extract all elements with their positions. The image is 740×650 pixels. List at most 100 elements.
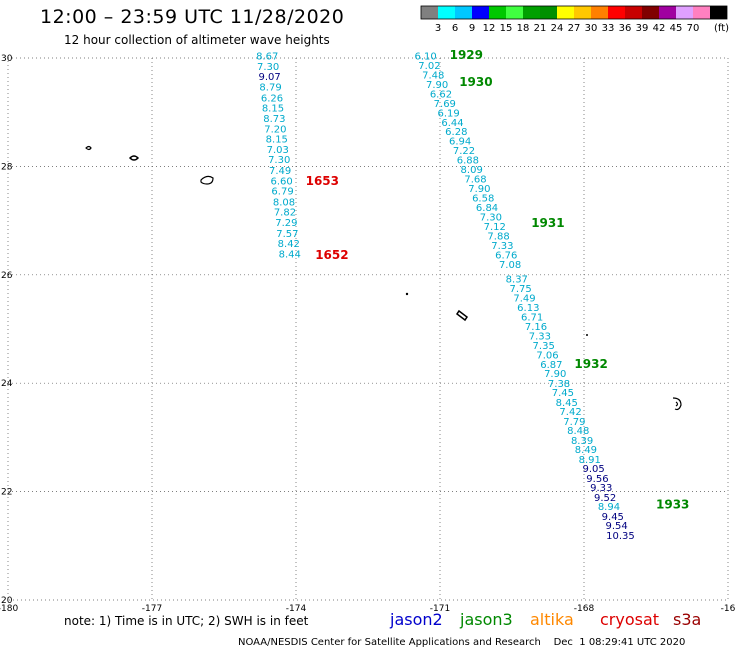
- latitude-tick-label: 26: [1, 271, 13, 281]
- wave-height-label: 6.79: [271, 187, 293, 198]
- pass-time-label: 1652: [315, 248, 348, 262]
- wave-height-label: 7.69: [434, 99, 456, 110]
- color-scale-legend: 3 6 9 12 15 18 21 24 27 30 33 36 39 42 45 70 (ft): [420, 5, 729, 34]
- wave-height-label: 7.42: [559, 407, 581, 418]
- wave-height-label: 7.33: [491, 241, 513, 252]
- wave-height-label: 9.05: [582, 464, 604, 475]
- map-frame: [7, 57, 729, 601]
- wave-height-label: 8.08: [273, 197, 295, 208]
- pass-time-label: 1933: [656, 497, 689, 511]
- wave-height-label: 7.68: [464, 175, 486, 186]
- latitude-tick-label: 30: [1, 54, 13, 64]
- color-scale-label: 42: [653, 23, 666, 34]
- wave-height-label: 6.71: [521, 312, 543, 323]
- wave-height-label: 9.52: [594, 493, 616, 504]
- pass-time-label: 1931: [531, 216, 564, 230]
- wave-height-label: 9.56: [586, 474, 608, 485]
- color-swatch: [472, 6, 489, 19]
- wave-height-label: 7.02: [418, 61, 440, 72]
- wave-height-label: 7.12: [484, 222, 506, 233]
- color-swatch: [438, 6, 455, 19]
- wave-height-label: 7.20: [264, 124, 286, 135]
- longitude-tick-label: -168: [574, 604, 595, 614]
- satellite-legend-s3a: s3a: [673, 610, 701, 629]
- wave-height-label: 7.79: [563, 417, 585, 428]
- island-3: [200, 175, 214, 185]
- wave-height-label: 7.30: [257, 62, 279, 73]
- wave-height-label: 8.79: [259, 83, 281, 94]
- island-1: [85, 145, 92, 151]
- wave-height-label: 6.10: [414, 52, 436, 63]
- color-scale-label: 24: [551, 23, 564, 34]
- satellite-legend-altika: altika: [530, 610, 574, 629]
- wave-height-label: 7.90: [544, 369, 566, 380]
- wave-height-label: 7.06: [536, 350, 558, 361]
- wave-height-label: 8.48: [567, 426, 589, 437]
- wave-height-label: 10.35: [606, 531, 635, 542]
- wave-height-label: 6.28: [445, 127, 467, 138]
- color-scale-label: 36: [619, 23, 632, 34]
- wave-height-label: 7.29: [275, 218, 297, 229]
- wave-height-label: 9.54: [606, 521, 628, 532]
- wave-height-label: 6.13: [517, 303, 539, 314]
- longitude-tick-label: -174: [286, 604, 307, 614]
- satellite-legend-jason3: jason3: [459, 610, 513, 629]
- wave-height-label: 6.26: [261, 93, 283, 104]
- color-scale-label: 45: [670, 23, 683, 34]
- wave-height-label: 8.94: [598, 502, 620, 513]
- color-scale-label: 3: [435, 23, 441, 34]
- wave-height-label: 7.57: [276, 229, 298, 240]
- wave-height-label: 7.48: [422, 71, 444, 82]
- wave-height-label: 7.88: [487, 232, 509, 243]
- color-swatch: [489, 6, 506, 19]
- wave-height-label: 6.94: [449, 137, 471, 148]
- island-outlines: [85, 145, 682, 411]
- wave-height-label: 7.33: [529, 331, 551, 342]
- pass-time-label: 1932: [574, 357, 607, 371]
- wave-height-label: 8.67: [256, 52, 278, 63]
- wave-height-label: 8.15: [266, 135, 288, 146]
- wave-height-label: 6.84: [476, 203, 498, 214]
- island-7: [672, 397, 682, 411]
- map-grid: -180 -177 -174 -171 -168 -16 30 28 26 24 22 20: [0, 54, 736, 614]
- latitude-tick-label: 20: [1, 596, 13, 606]
- island-5: [455, 309, 469, 322]
- wave-height-label: 8.15: [262, 104, 284, 115]
- satellite-legend-cryosat: cryosat: [600, 610, 659, 629]
- color-scale-label: 18: [517, 23, 530, 34]
- wave-height-label: 7.22: [453, 146, 475, 157]
- color-swatch: [625, 6, 642, 19]
- wave-height-label: 7.49: [269, 166, 291, 177]
- wave-height-label: 6.44: [441, 118, 463, 129]
- color-swatch: [523, 6, 540, 19]
- color-scale-label: 27: [568, 23, 581, 34]
- wave-height-label: 7.38: [548, 379, 570, 390]
- satellite-legend-jason2: jason2: [389, 610, 443, 629]
- color-scale-label: 9: [469, 23, 475, 34]
- wave-height-label: 6.88: [457, 156, 479, 167]
- longitude-tick-label: -180: [0, 604, 18, 614]
- pass-time-label: 1653: [306, 174, 339, 188]
- wave-height-label: 9.07: [258, 72, 280, 83]
- wave-height-label: 9.45: [602, 512, 624, 523]
- pass-time-label: 1929: [450, 48, 483, 62]
- satellite-legend: jason2 jason3 altika cryosat s3a: [389, 610, 701, 629]
- color-swatch: [693, 6, 710, 19]
- wave-height-label: 6.58: [472, 194, 494, 205]
- latitude-tick-label: 28: [1, 162, 13, 172]
- wave-height-label: 8.44: [279, 249, 301, 260]
- wave-height-label: 6.62: [430, 90, 452, 101]
- wave-height-label: 7.75: [510, 284, 532, 295]
- wave-height-label: 7.90: [468, 184, 490, 195]
- color-scale-label: 21: [534, 23, 547, 34]
- color-swatch: [710, 6, 727, 19]
- wave-height-label: 7.30: [268, 155, 290, 166]
- pass-time-label: 1930: [459, 75, 492, 89]
- color-scale-label: 39: [636, 23, 649, 34]
- footer-note: note: 1) Time is in UTC; 2) SWH is in fe…: [64, 614, 309, 628]
- wave-height-label: 8.39: [571, 436, 593, 447]
- wave-height-label: 7.16: [525, 322, 547, 333]
- wave-height-label: 6.60: [270, 176, 292, 187]
- wave-height-label: 8.73: [263, 114, 285, 125]
